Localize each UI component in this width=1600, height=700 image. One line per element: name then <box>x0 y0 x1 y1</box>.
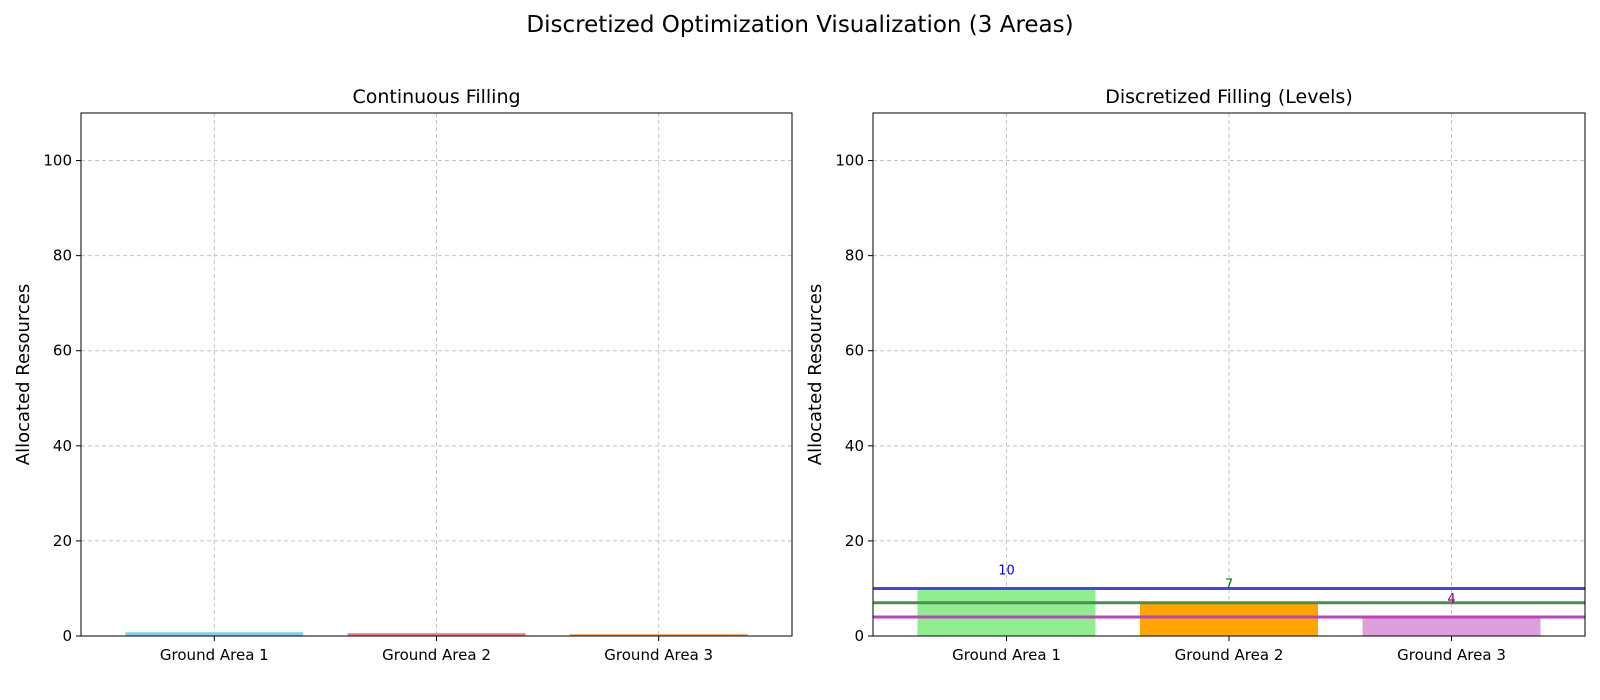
chart-2-xtick-label-1: Ground Area 2 <box>1175 646 1284 664</box>
chart-2-xtick-label-2: Ground Area 3 <box>1397 646 1506 664</box>
chart-2-bar-label-2: 7 <box>1225 578 1233 593</box>
chart-2-bar-label-3: 4 <box>1447 592 1455 607</box>
chart-2-ytick-label-4: 80 <box>845 247 864 265</box>
chart-1-ytick-label-1: 20 <box>53 532 72 550</box>
chart-1-ytick-label-4: 80 <box>53 247 72 265</box>
chart-1-ytick-label-5: 100 <box>43 152 72 170</box>
chart-2-bar-label-1: 10 <box>998 563 1015 578</box>
chart-1-bar-3 <box>569 634 748 636</box>
chart-1-ylabel: Allocated Resources <box>13 284 34 465</box>
chart-2-xtick-label-0: Ground Area 1 <box>952 646 1061 664</box>
chart-1-title: Continuous Filling <box>352 86 520 108</box>
chart-1-ytick-label-3: 60 <box>53 342 72 360</box>
chart-1-xtick-label-0: Ground Area 1 <box>160 646 269 664</box>
chart-1-ytick-label-0: 0 <box>62 627 72 645</box>
chart-1-xtick-label-2: Ground Area 3 <box>604 646 713 664</box>
chart-1-ytick-label-2: 40 <box>53 437 72 455</box>
chart-2-ytick-label-2: 40 <box>845 437 864 455</box>
chart-2-bar-2 <box>1140 602 1318 636</box>
chart-2-ytick-label-5: 100 <box>835 152 864 170</box>
chart-2-ytick-label-1: 20 <box>845 532 864 550</box>
chart-1-xtick-label-1: Ground Area 2 <box>382 646 491 664</box>
chart-2-title: Discretized Filling (Levels) <box>1105 86 1353 108</box>
chart-1-bar-1 <box>125 632 304 636</box>
chart-2-bar-3 <box>1362 616 1541 636</box>
chart-1-bar-2 <box>347 633 526 636</box>
chart-2-bar-1 <box>917 588 1096 636</box>
chart-1: 0 20 40 60 80 100 Ground Area 1 Ground Area 2 Gr… <box>13 86 793 664</box>
chart-2-ytick-label-0: 0 <box>854 627 864 645</box>
figure-title: Discretized Optimization Visualization (… <box>526 12 1073 38</box>
chart-2-ylabel: Allocated Resources <box>805 284 826 465</box>
chart-2-ytick-label-3: 60 <box>845 342 864 360</box>
